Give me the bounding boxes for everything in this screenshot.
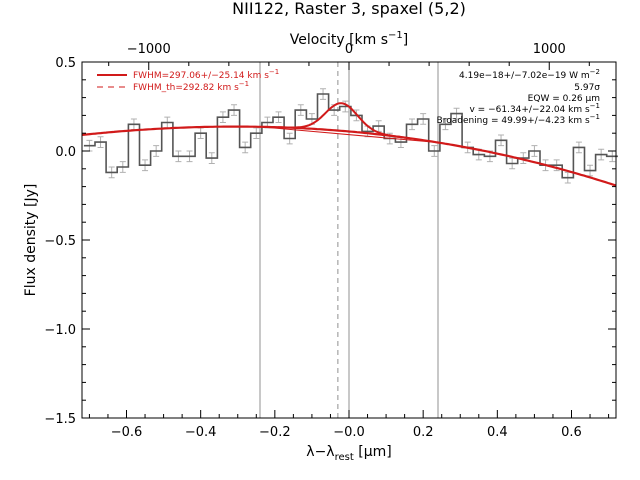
annotation-significance: 5.97σ [574,83,600,93]
y-tick-label-0: 0.5 [55,56,76,71]
annotation-velocity: v = −61.34+/−22.04 km s−1 [470,102,601,115]
x-tick-label-2: −0.2 [259,425,291,440]
y-tick-label-4: −1.5 [44,412,76,427]
top-tick-label-0: −1000 [127,42,171,57]
reference-lines [259,62,439,418]
top-axis-ticks: −1000 0 1000 [108,42,590,70]
legend-label-fwhm: FWHM=297.06+/−25.14 km s−1 [133,68,279,81]
legend: FWHM=297.06+/−25.14 km s−1 FWHM_th=292.8… [97,68,279,93]
gaussian-fit-line [277,102,406,139]
y-axis-ticks: 0.5 0.0 −0.5 −1.0 −1.5 [44,56,616,427]
top-tick-label-2: 1000 [533,42,566,57]
x-tick-label-5: 0.4 [487,425,508,440]
top-axis-title: Velocity [km s−1] [290,30,409,48]
top-tick-label-1: 0 [345,42,353,57]
gaussian-baseline-line [259,126,439,143]
annotation-eqw: EQW = 0.26 μm [528,94,600,104]
annotation-line-flux: 4.19e−18+/−7.02e−19 W m−2 [459,68,600,81]
continuum-fit-line [81,125,617,187]
x-axis-title: λ−λrest [μm] [306,444,391,463]
chart-title: NII122, Raster 3, spaxel (5,2) [232,0,466,18]
y-axis-title: Flux density [Jy] [23,184,39,297]
x-tick-label-6: 0.6 [561,425,582,440]
x-tick-label-1: −0.4 [185,425,217,440]
x-axis-ticks: −0.6 −0.4 −0.2 −0.0 0.2 0.4 0.6 [88,410,610,440]
spectrum-line [83,93,618,179]
x-tick-label-3: −0.0 [333,425,365,440]
x-tick-label-4: 0.2 [413,425,434,440]
y-tick-label-1: 0.0 [55,145,76,160]
y-tick-label-2: −0.5 [44,234,76,249]
annotation-broadening: Broadening = 49.99+/−4.23 km s−1 [437,113,600,126]
legend-label-fwhm-th: FWHM_th=292.82 km s−1 [133,80,249,93]
fit-annotations: 4.19e−18+/−7.02e−19 W m−2 5.97σ EQW = 0.… [437,68,601,126]
y-tick-label-3: −1.0 [44,323,76,338]
x-tick-label-0: −0.6 [111,425,143,440]
